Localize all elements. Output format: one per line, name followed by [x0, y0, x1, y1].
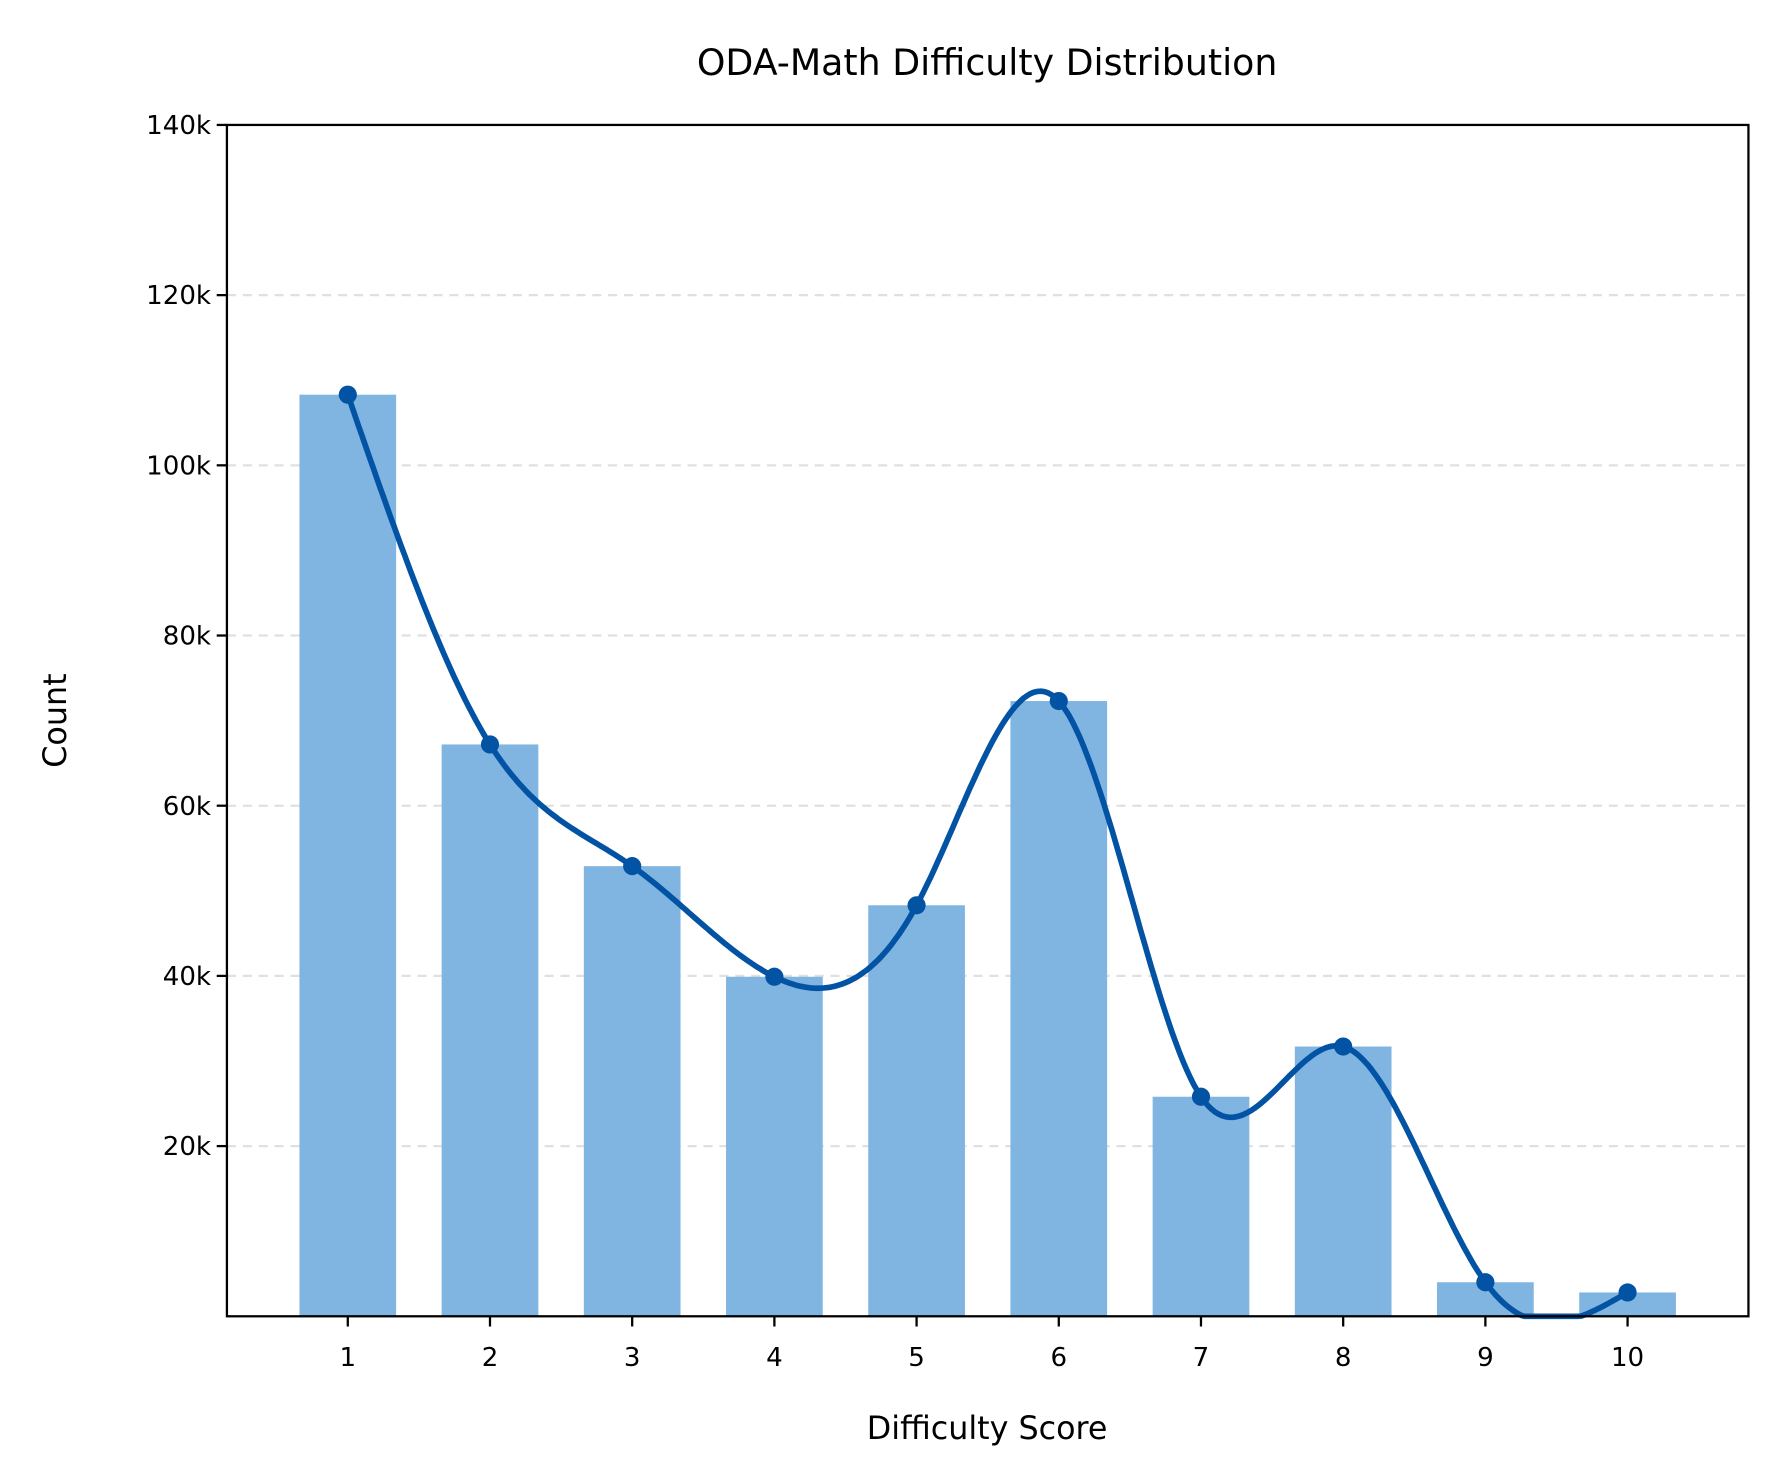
bar [1579, 1292, 1676, 1317]
bar [726, 976, 823, 1317]
y-tick-label: 140k [146, 111, 212, 141]
chart-title: ODA-Math Difficulty Distribution [697, 41, 1278, 84]
x-tick-label: 7 [1193, 1343, 1210, 1373]
bar [1294, 1046, 1392, 1317]
x-tick-label: 5 [908, 1343, 925, 1373]
y-tick-label: 80k [163, 622, 212, 652]
data-point [338, 385, 357, 404]
y-tick-label: 120k [146, 281, 212, 311]
data-point [765, 967, 784, 986]
bar [868, 905, 965, 1317]
data-point [480, 735, 500, 754]
data-point [1049, 691, 1068, 711]
y-tick-label: 20k [163, 1132, 212, 1162]
data-point [907, 896, 926, 915]
x-tick-label: 9 [1477, 1343, 1494, 1373]
y-tick-label: 40k [163, 962, 212, 992]
data-point [1334, 1037, 1353, 1056]
bar [299, 394, 397, 1317]
x-tick-label: 10 [1611, 1343, 1644, 1373]
y-axis-label: Count [38, 673, 74, 767]
y-tick-label: 100k [146, 451, 212, 481]
y-tick-label: 60k [163, 792, 212, 822]
x-tick-label: 3 [624, 1343, 641, 1373]
plot-frame [225, 123, 1750, 1318]
data-point [1191, 1087, 1211, 1106]
data-point [1618, 1283, 1637, 1302]
x-tick-label: 4 [766, 1343, 783, 1373]
data-point [623, 857, 642, 876]
bar [441, 744, 539, 1317]
smoothed-line [345, 393, 1629, 1320]
x-tick-label: 1 [339, 1343, 356, 1373]
bar [583, 866, 681, 1317]
x-tick-label: 6 [1050, 1343, 1067, 1373]
x-axis-label: Difficulty Score [867, 1411, 1108, 1447]
bar [1010, 701, 1108, 1317]
data-point [1476, 1273, 1495, 1292]
x-tick-label: 2 [482, 1343, 499, 1373]
bar [1152, 1096, 1250, 1317]
x-tick-label: 8 [1335, 1343, 1352, 1373]
